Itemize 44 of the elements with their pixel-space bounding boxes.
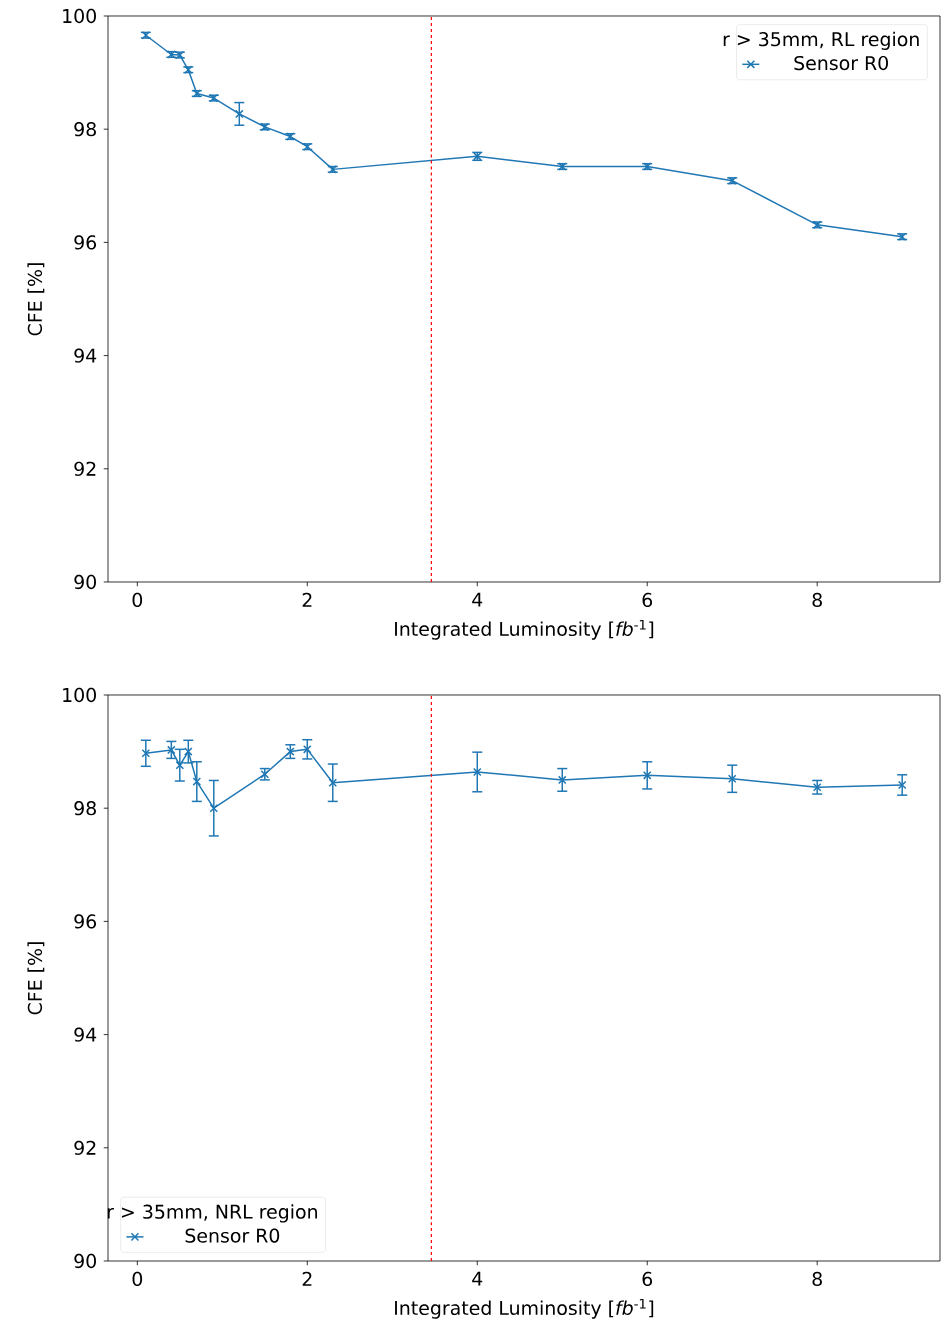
x-axis-title: Integrated Luminosity [fb$^{-1}$]: [395, 1298, 654, 1319]
point: [727, 774, 737, 784]
x-tick-label: 2: [302, 592, 312, 607]
x-tick-label: 4: [472, 1271, 483, 1286]
y-tick-label: 92: [74, 461, 96, 476]
y-tick-label: 90: [74, 1253, 96, 1269]
y-tick-label: 94: [74, 348, 97, 363]
point: [472, 767, 482, 777]
x-tick-label: 8: [812, 1271, 822, 1287]
point: [192, 777, 202, 786]
x-tick-label: 2: [302, 1271, 312, 1286]
point: [328, 778, 338, 788]
x-tick-label: 4: [472, 592, 483, 607]
point: [167, 745, 176, 755]
point: [235, 109, 244, 119]
y-tick-label: 100: [63, 8, 96, 24]
x-tick-label: 6: [642, 592, 653, 608]
y-tick-label: 96: [74, 235, 97, 250]
y-tick-label: 94: [74, 1027, 97, 1042]
y-tick-label: 92: [74, 1140, 96, 1155]
point: [303, 745, 312, 754]
x-tick-label: 6: [642, 1271, 653, 1287]
point: [557, 775, 567, 785]
y-axis-title: CFE [%]: [27, 263, 45, 336]
legend-title: r > 35mm, RL region: [723, 31, 919, 50]
y-tick-label: 98: [74, 801, 96, 816]
point: [209, 803, 219, 813]
x-tick-label: 0: [132, 1271, 143, 1287]
point: [175, 760, 185, 770]
point: [184, 747, 193, 756]
legend-label: Sensor R0: [794, 55, 888, 71]
y-tick-label: 90: [74, 574, 96, 590]
point: [642, 771, 652, 780]
x-axis-title: Integrated Luminosity [fb$^{-1}$]: [395, 619, 654, 640]
y-axis-title: CFE [%]: [27, 942, 45, 1015]
legend-label: Sensor R0: [185, 1228, 280, 1243]
point: [897, 780, 907, 790]
legend-title: r > 35mm, NRL region: [107, 1204, 317, 1223]
y-tick-label: 96: [74, 914, 97, 929]
y-tick-label: 100: [63, 687, 96, 703]
y-tick-label: 98: [74, 122, 96, 137]
x-tick-label: 0: [132, 592, 143, 608]
point: [141, 749, 151, 758]
x-tick-label: 8: [812, 592, 822, 608]
